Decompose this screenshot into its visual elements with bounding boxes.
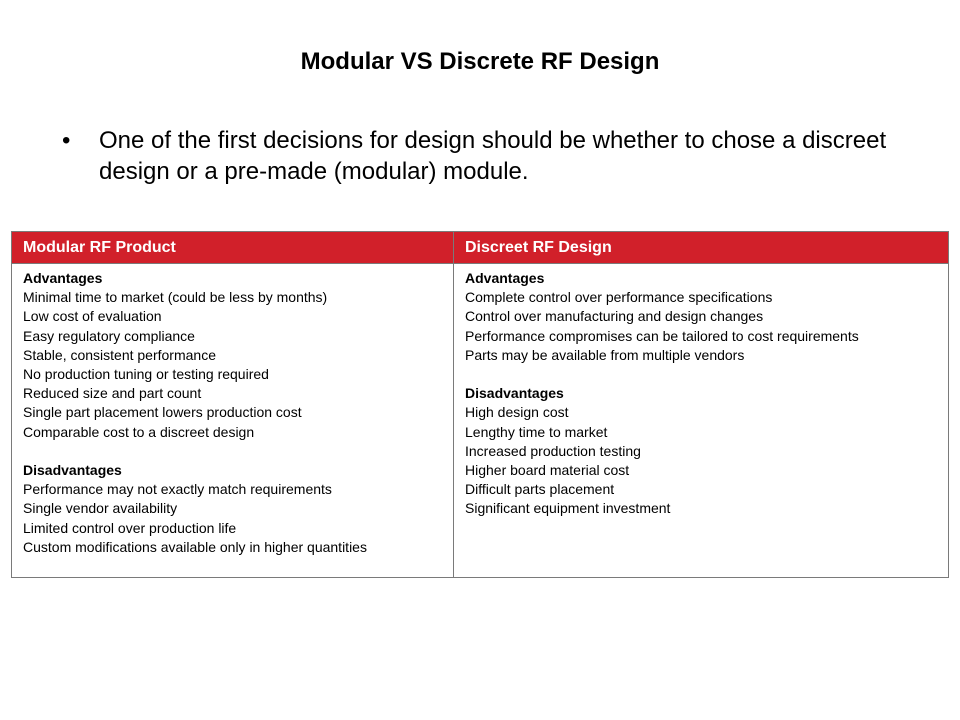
slide-title: Modular VS Discrete RF Design	[300, 48, 660, 75]
spacer	[465, 365, 948, 384]
advantage-item: Performance compromises can be tailored …	[465, 327, 859, 344]
header-discreet: Discreet RF Design	[453, 231, 949, 264]
advantage-item: Complete control over performance specif…	[465, 289, 773, 306]
disadvantage-item: Increased production testing	[465, 442, 641, 459]
advantage-item: Stable, consistent performance	[23, 346, 216, 363]
advantage-item: Reduced size and part count	[23, 385, 202, 402]
disadvantage-item: Lengthy time to market	[465, 423, 608, 440]
bullet-dot-icon: •	[62, 127, 71, 154]
advantage-item: Easy regulatory compliance	[23, 327, 195, 344]
disadvantage-item: Performance may not exactly match requir…	[23, 481, 332, 498]
advantage-item: Comparable cost to a discreet design	[23, 423, 255, 440]
disadvantages-heading: Disadvantages	[23, 462, 122, 479]
disadvantage-item: High design cost	[465, 404, 569, 421]
discreet-cell: Advantages Complete control over performa…	[453, 263, 949, 578]
advantage-item: Parts may be available from multiple ven…	[465, 346, 745, 363]
table-header-row: Modular RF Product Discreet RF Design	[11, 231, 949, 264]
disadvantage-item: Single vendor availability	[23, 500, 178, 517]
disadvantage-item: Custom modifications available only in h…	[23, 538, 367, 555]
disadvantages-heading: Disadvantages	[465, 385, 564, 402]
table-body-row: Advantages Minimal time to market (could …	[11, 263, 949, 578]
comparison-table: Modular RF Product Discreet RF Design Ad…	[11, 231, 949, 578]
disadvantage-item: Difficult parts placement	[465, 481, 615, 498]
advantages-heading: Advantages	[465, 270, 545, 286]
header-modular: Modular RF Product	[11, 231, 454, 264]
advantage-item: Single part placement lowers production …	[23, 404, 302, 421]
bullet-text: One of the first decisions for design sh…	[99, 127, 887, 185]
advantages-heading: Advantages	[23, 270, 103, 286]
advantage-item: Low cost of evaluation	[23, 308, 162, 325]
spacer	[23, 442, 453, 461]
modular-cell: Advantages Minimal time to market (could …	[11, 263, 454, 578]
disadvantage-item: Limited control over production life	[23, 519, 237, 536]
advantage-item: Minimal time to market (could be less by…	[23, 289, 328, 306]
advantage-item: No production tuning or testing required	[23, 366, 269, 383]
disadvantage-item: Higher board material cost	[465, 462, 630, 479]
bullet-point: • One of the first decisions for design …	[62, 125, 922, 187]
disadvantage-item: Significant equipment investment	[465, 500, 671, 517]
advantage-item: Control over manufacturing and design ch…	[465, 308, 764, 325]
